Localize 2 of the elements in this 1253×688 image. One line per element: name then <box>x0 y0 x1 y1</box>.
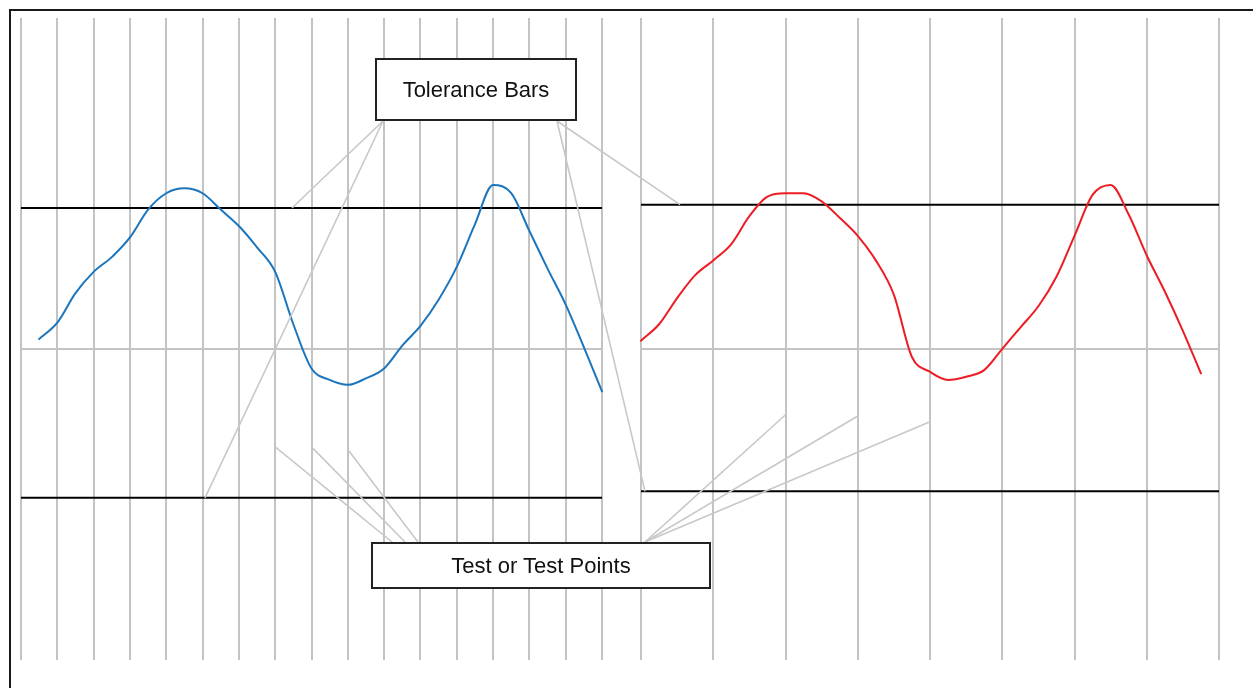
text: Test or Test Points <box>371 542 711 589</box>
text: Tolerance Bars <box>375 58 577 121</box>
